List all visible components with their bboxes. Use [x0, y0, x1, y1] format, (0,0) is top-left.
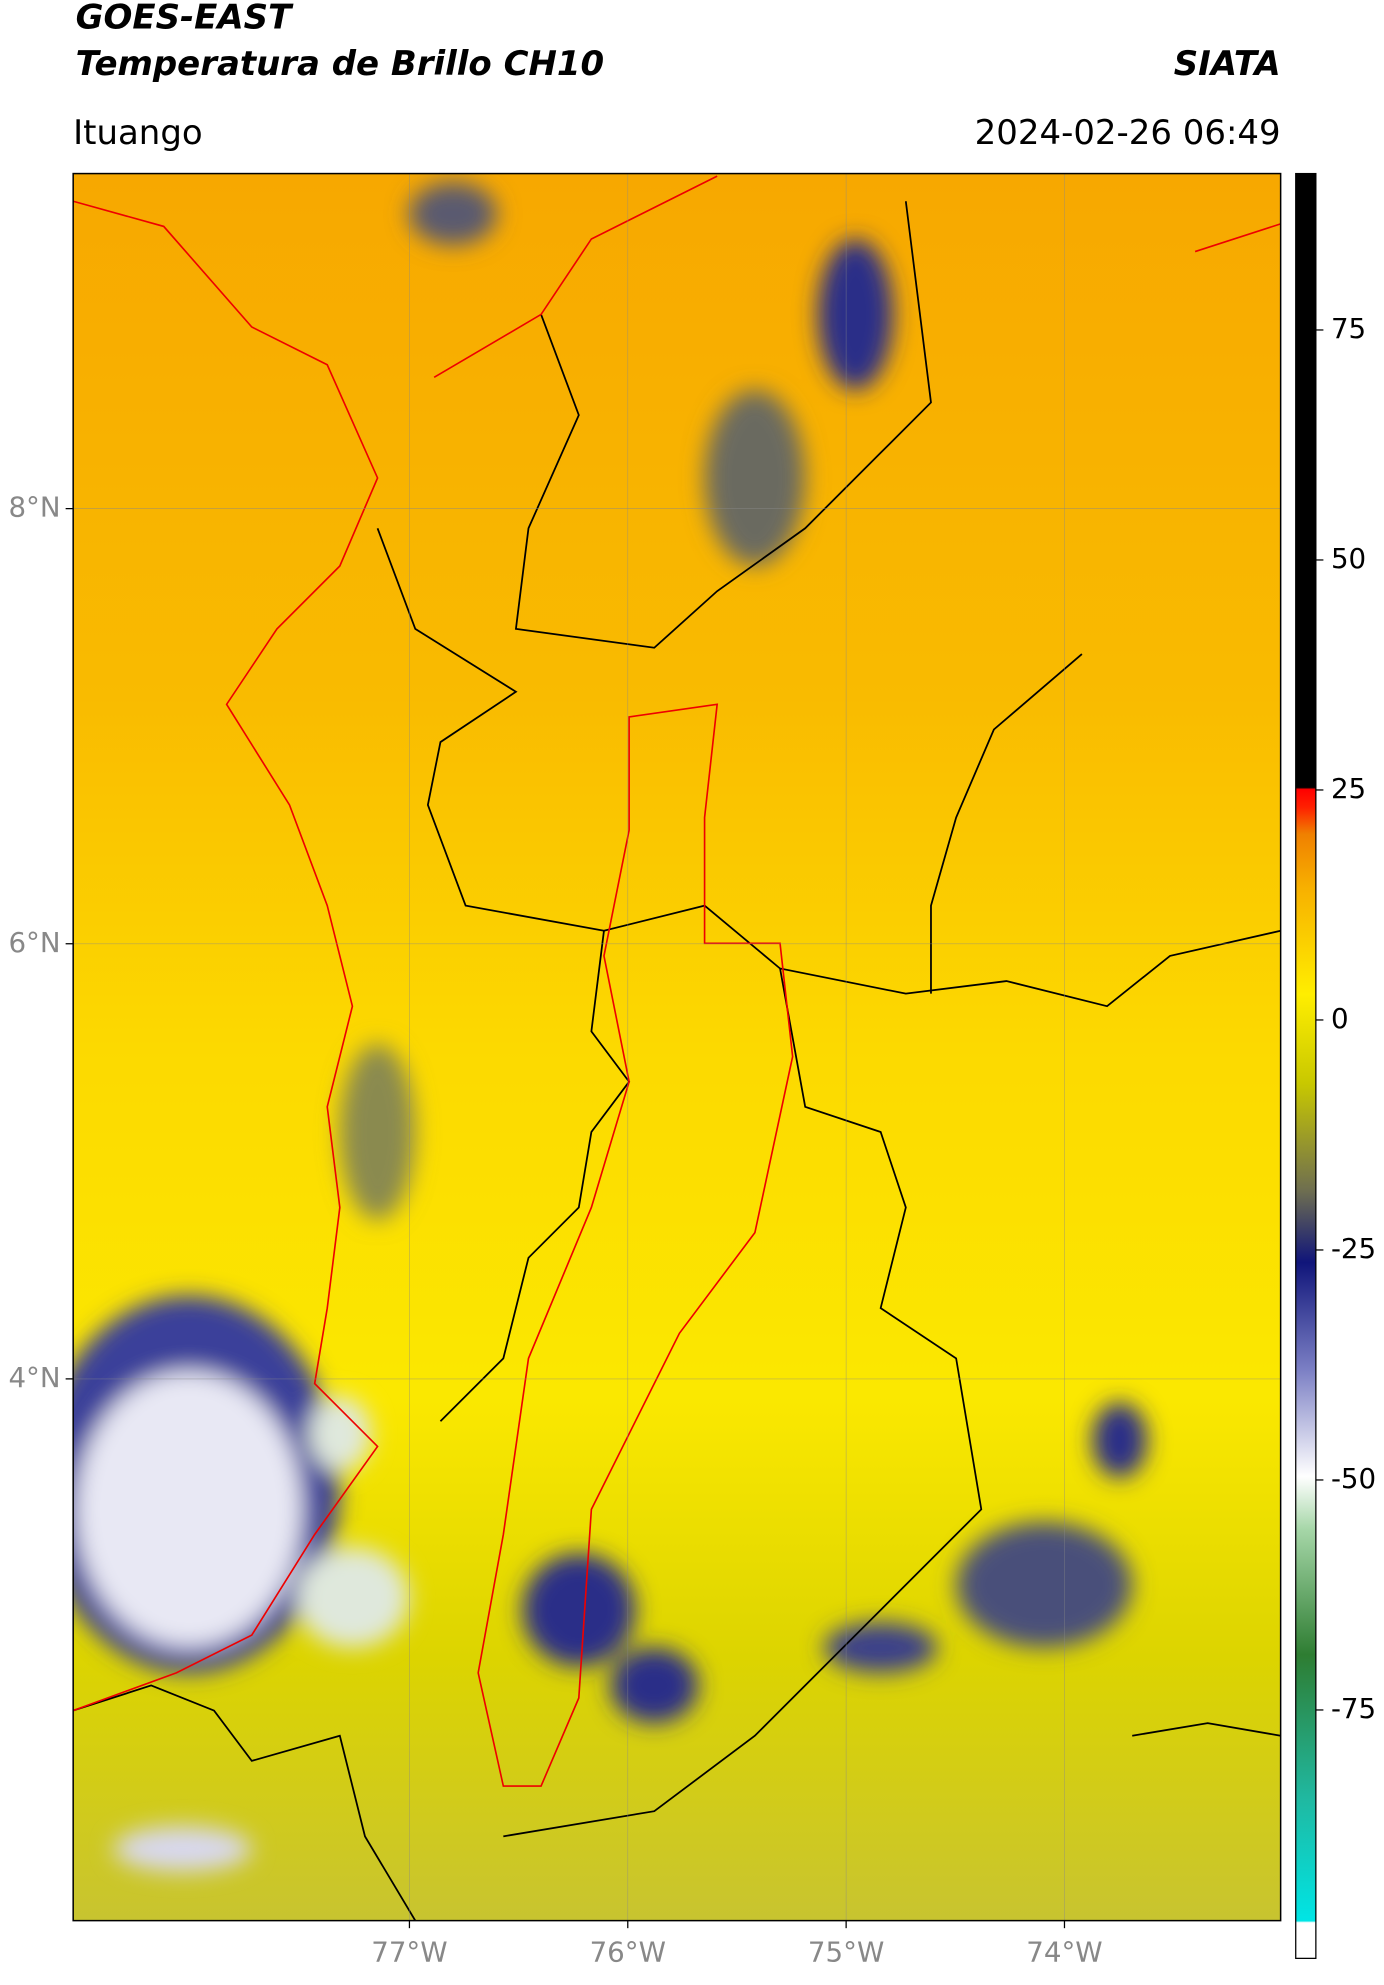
x-tick-label: 76°W: [590, 1935, 666, 1968]
x-tick-label: 77°W: [371, 1935, 447, 1968]
admin-boundaries: [73, 201, 1281, 1921]
colorbar-tick-label: 50: [1331, 542, 1366, 575]
location: Ituango: [73, 113, 203, 153]
source: SIATA: [1174, 44, 1281, 84]
colorbar-tick-label: -75: [1331, 1692, 1376, 1725]
y-tick-label: 8°N: [8, 491, 60, 524]
x-tick-label: 74°W: [1026, 1935, 1102, 1968]
y-tick-label: 6°N: [8, 926, 60, 959]
colorbar-tick-label: -25: [1331, 1232, 1376, 1265]
title: GOES-EAST: [76, 0, 294, 37]
subtitle: Temperatura de Brillo CH10: [76, 44, 604, 84]
colorbar-tick-label: -50: [1331, 1462, 1376, 1495]
datetime: 2024-02-26 06:49: [975, 113, 1281, 153]
colorbar-tick-label: 75: [1331, 312, 1366, 345]
colorbar-tick-label: 0: [1331, 1002, 1349, 1035]
graticule: [73, 173, 1281, 1921]
national-boundaries: [73, 175, 1281, 1787]
y-tick-label: 4°N: [8, 1361, 60, 1394]
map-frame: [72, 172, 1282, 1922]
colorbar: [1295, 172, 1317, 1959]
x-tick-label: 75°W: [808, 1935, 884, 1968]
colorbar-tick-label: 25: [1331, 772, 1366, 805]
satellite-image: [73, 173, 1281, 1921]
